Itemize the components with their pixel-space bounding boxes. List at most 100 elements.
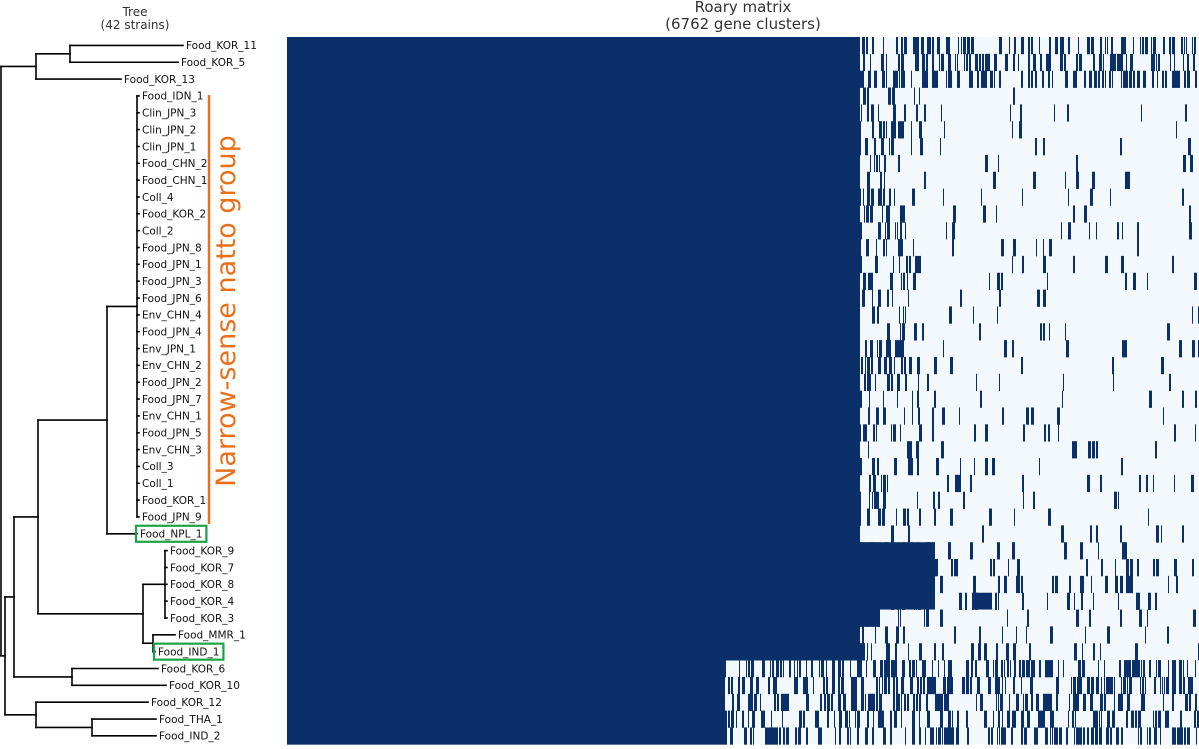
highlight-box — [152, 642, 225, 661]
accessory-genes — [725, 171, 1130, 189]
strain-label: Food_JPN_7 — [142, 394, 202, 406]
tree-title: Tree — [121, 5, 147, 19]
core-genes — [287, 626, 860, 644]
strain-label: Food_KOR_2 — [142, 209, 206, 221]
strain-label: Food_KOR_4 — [170, 596, 235, 608]
gene-block — [775, 643, 865, 661]
accessory-genes — [725, 356, 1164, 375]
core-genes — [287, 188, 860, 206]
strain-label: Coll_1 — [142, 478, 174, 490]
highlight-box — [134, 524, 208, 543]
strain-label: Food_KOR_9 — [170, 545, 234, 557]
strain-label: Food_JPN_5 — [142, 428, 202, 440]
core-genes — [287, 70, 860, 88]
core-genes — [287, 693, 725, 711]
accessory-genes — [728, 676, 1193, 695]
core-genes — [287, 53, 860, 72]
strain-label: Food_KOR_1 — [142, 495, 206, 507]
accessory-genes — [725, 289, 1046, 307]
core-genes — [287, 491, 860, 509]
accessory-genes — [725, 306, 1199, 324]
core-genes — [287, 390, 860, 408]
core-genes — [287, 340, 860, 358]
accessory-genes — [725, 508, 1149, 526]
core-genes — [287, 289, 860, 307]
strain-label: Food_KOR_6 — [161, 663, 226, 675]
strain-label: Food_KOR_8 — [170, 579, 234, 591]
accessory-genes — [725, 154, 1193, 173]
accessory-genes — [725, 407, 1164, 425]
accessory-genes — [725, 205, 1191, 223]
core-genes — [287, 727, 725, 745]
strain-label: Coll_2 — [142, 225, 174, 237]
strain-label: Food_JPN_3 — [142, 276, 202, 288]
strain-label: Clin_JPN_3 — [142, 108, 196, 120]
strain-label: Env_CHN_2 — [142, 360, 202, 372]
strain-label: Food_KOR_11 — [186, 40, 257, 52]
accessory-genes — [725, 272, 1197, 290]
accessory-genes — [725, 340, 1199, 358]
strain-label: Food_JPN_4 — [142, 327, 202, 339]
strain-label: Env_JPN_1 — [142, 343, 196, 355]
core-genes — [287, 87, 860, 105]
accessory-genes — [725, 491, 1119, 509]
accessory-genes — [729, 104, 1187, 122]
core-genes — [287, 356, 860, 375]
strain-label: Food_KOR_10 — [169, 680, 240, 692]
strain-label: Food_JPN_2 — [142, 377, 202, 389]
accessory-genes — [725, 609, 1196, 627]
accessory-genes — [725, 188, 1184, 206]
gene-block — [972, 592, 992, 610]
strain-label: Food_JPN_8 — [142, 242, 202, 254]
core-genes — [287, 154, 860, 173]
strain-label: Env_CHN_4 — [142, 310, 202, 322]
core-genes — [287, 407, 860, 425]
matrix-title: Roary matrix — [695, 0, 792, 16]
accessory-genes — [725, 373, 1171, 392]
natto-group-label: Narrow-sense natto group — [211, 135, 242, 487]
accessory-genes — [725, 626, 1169, 644]
strain-label: Food_NPL_1 — [140, 529, 202, 541]
strain-labels: Food_KOR_11 Food_KOR_5 Food_KOR_13 Food_IDN… — [124, 40, 257, 742]
strain-label: Food_IDN_1 — [142, 91, 203, 103]
accessory-genes — [729, 53, 1195, 72]
strain-label: Food_KOR_12 — [151, 697, 222, 709]
phylogenetic-tree — [0, 44, 184, 737]
strain-label: Food_JPN_1 — [142, 259, 202, 271]
strain-label: Food_CHN_1 — [142, 175, 207, 187]
core-genes — [287, 37, 860, 55]
accessory-genes — [725, 121, 1177, 139]
core-genes — [287, 205, 860, 223]
core-genes — [287, 508, 860, 526]
accessory-genes — [725, 255, 1174, 274]
strain-label: Food_THA_1 — [159, 714, 223, 726]
core-genes — [287, 441, 860, 459]
strain-label: Food_IND_1 — [158, 646, 219, 658]
core-genes — [287, 104, 860, 122]
accessory-genes — [725, 441, 1157, 459]
core-genes — [287, 121, 860, 139]
core-genes — [287, 239, 860, 257]
core-genes — [287, 710, 725, 728]
strain-label: Env_CHN_3 — [142, 444, 202, 456]
core-genes — [287, 424, 860, 442]
accessory-genes — [725, 660, 1196, 678]
accessory-genes — [732, 693, 1197, 711]
strain-label: Clin_JPN_2 — [142, 124, 196, 136]
accessory-genes — [725, 138, 1191, 156]
core-genes — [287, 272, 860, 290]
core-genes — [287, 592, 880, 610]
strain-label: Env_CHN_1 — [142, 411, 202, 423]
accessory-genes — [725, 525, 1184, 543]
accessory-genes — [725, 239, 1139, 257]
accessory-genes — [725, 474, 1194, 493]
strain-label: Food_KOR_7 — [170, 562, 234, 574]
core-genes — [287, 676, 725, 695]
core-genes — [287, 643, 860, 661]
accessory-genes — [725, 222, 1192, 240]
core-genes — [287, 255, 860, 274]
strain-label: Clin_JPN_1 — [142, 141, 196, 153]
strain-label: Coll_3 — [142, 461, 174, 473]
core-genes — [287, 138, 860, 156]
core-genes — [287, 373, 860, 392]
